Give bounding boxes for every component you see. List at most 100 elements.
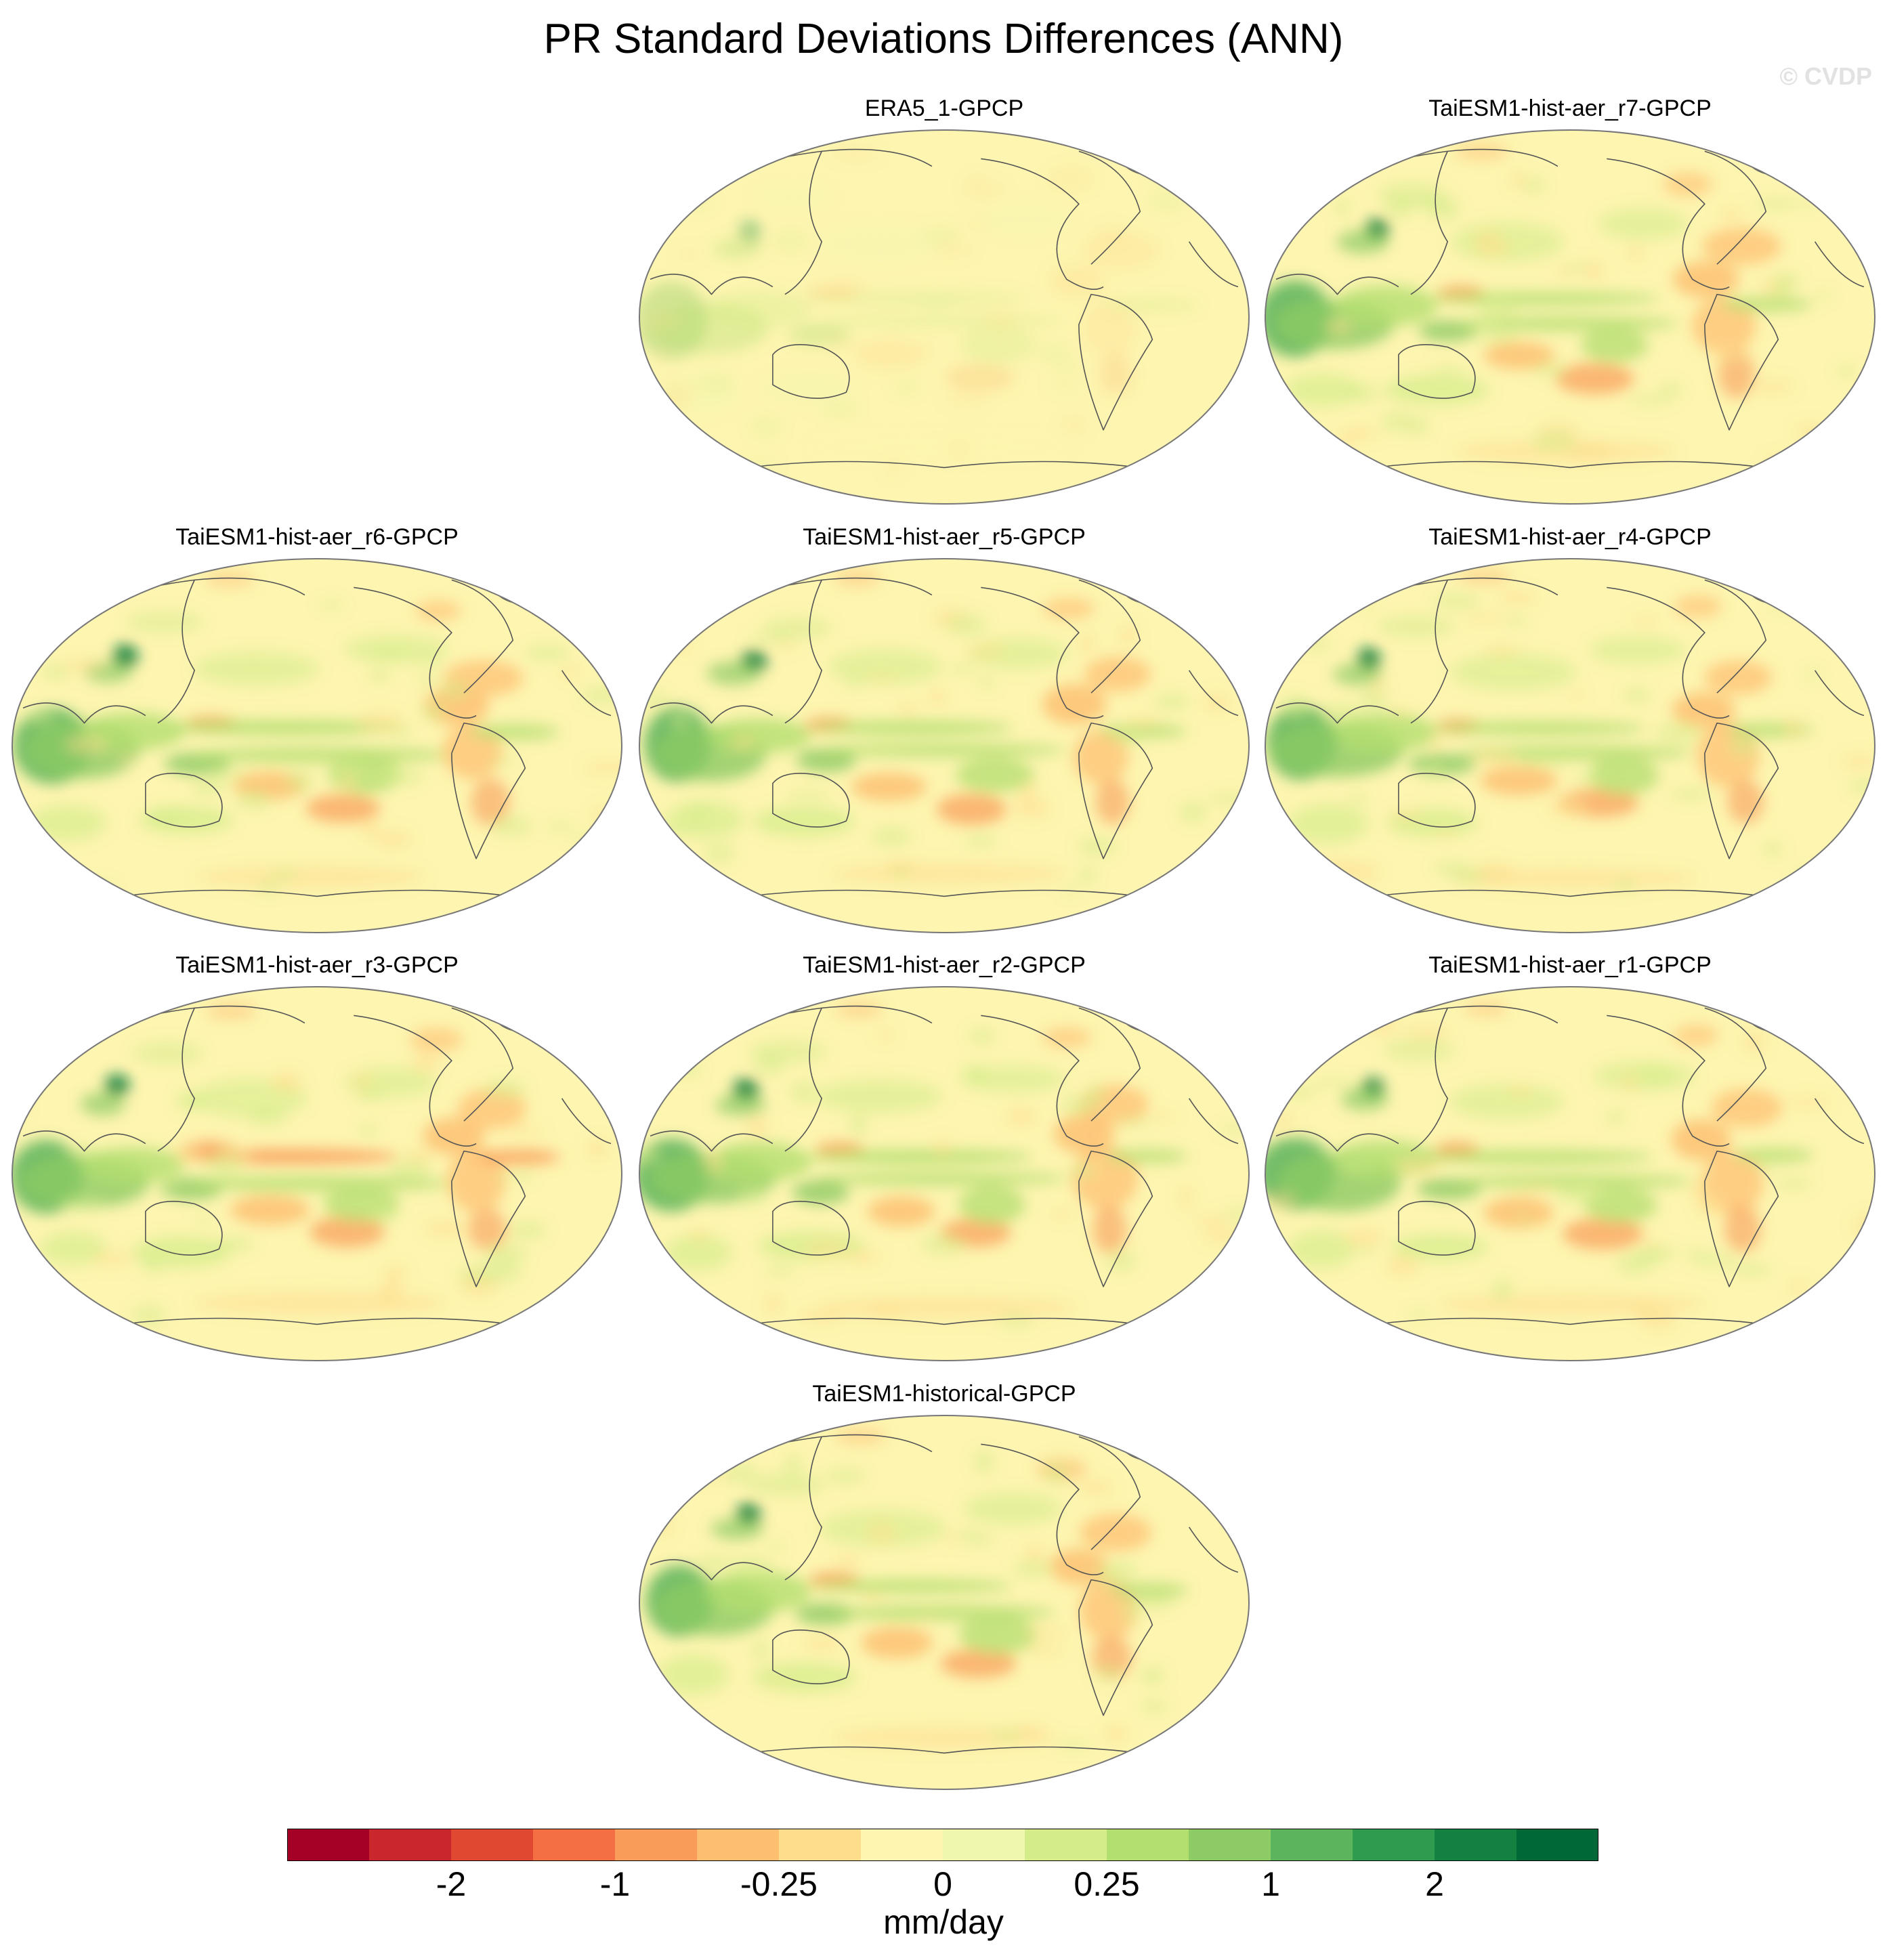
anomaly-region bbox=[1105, 1149, 1188, 1164]
anomaly-region bbox=[1335, 198, 1350, 216]
anomaly-region bbox=[357, 712, 404, 732]
coastline bbox=[1410, 580, 1448, 724]
anomaly-region bbox=[491, 815, 532, 836]
colorbar-segment bbox=[533, 1829, 616, 1861]
anomaly-region bbox=[64, 736, 110, 754]
anomaly-region bbox=[1498, 590, 1538, 605]
anomaly-region bbox=[1095, 779, 1130, 825]
anomaly-region bbox=[921, 226, 960, 244]
coastline bbox=[772, 1629, 850, 1684]
anomaly-region bbox=[898, 702, 918, 716]
anomaly-region bbox=[1340, 427, 1380, 439]
anomaly-region bbox=[804, 1239, 847, 1258]
anomaly-region bbox=[1472, 750, 1517, 766]
anomaly-region bbox=[988, 1729, 1024, 1740]
anomaly-region bbox=[1711, 1088, 1783, 1128]
coastline bbox=[650, 1130, 773, 1152]
anomaly-region bbox=[1478, 297, 1518, 318]
anomaly-region bbox=[494, 1174, 511, 1183]
anomaly-region bbox=[1196, 164, 1229, 186]
anomaly-region bbox=[964, 834, 997, 847]
anomaly-region bbox=[1583, 260, 1605, 281]
anomaly-region bbox=[662, 381, 696, 404]
anomaly-region bbox=[871, 826, 911, 847]
panel-title: ERA5_1-GPCP bbox=[864, 95, 1024, 121]
anomaly-region bbox=[651, 314, 685, 327]
anomaly-region bbox=[1480, 766, 1558, 796]
anomaly-region bbox=[610, 1298, 622, 1321]
coastline bbox=[1704, 293, 1779, 431]
anomaly-region bbox=[784, 1453, 802, 1476]
colorbar-segment bbox=[1189, 1829, 1271, 1861]
anomaly-region bbox=[194, 1216, 213, 1224]
anomaly-region bbox=[196, 865, 426, 889]
anomaly-region bbox=[1671, 1119, 1731, 1161]
map-border bbox=[639, 1415, 1250, 1790]
anomaly-region bbox=[678, 250, 698, 260]
map-border bbox=[1265, 129, 1875, 505]
coastline bbox=[1814, 670, 1865, 717]
anomaly-region bbox=[1632, 616, 1660, 626]
anomaly-region bbox=[484, 1080, 526, 1099]
map-border bbox=[639, 986, 1250, 1361]
anomaly-region bbox=[12, 1278, 43, 1286]
colorbar-segment bbox=[697, 1829, 780, 1861]
anomaly-region bbox=[80, 1147, 184, 1183]
anomaly-region bbox=[1674, 595, 1722, 618]
coastline bbox=[1398, 343, 1476, 399]
coastline bbox=[1188, 1098, 1239, 1145]
anomaly-region bbox=[708, 719, 811, 754]
anomaly-region bbox=[964, 218, 992, 228]
anomaly-region bbox=[815, 1079, 942, 1113]
anomaly-region bbox=[933, 1139, 951, 1157]
anomaly-region bbox=[723, 1464, 757, 1484]
map-panel bbox=[1265, 558, 1875, 933]
anomaly-region bbox=[1048, 264, 1105, 299]
panel-title: TaiESM1-historical-GPCP bbox=[812, 1381, 1076, 1407]
anomaly-region bbox=[658, 1654, 729, 1695]
anomaly-region bbox=[1584, 1187, 1657, 1223]
anomaly-region bbox=[639, 652, 658, 661]
anomaly-region bbox=[116, 753, 136, 763]
coastline bbox=[1704, 579, 1767, 694]
anomaly-region bbox=[963, 1064, 988, 1082]
anomaly-region bbox=[639, 692, 670, 705]
anomaly-region bbox=[112, 644, 138, 668]
anomaly-region bbox=[1394, 1157, 1441, 1176]
anomaly-region bbox=[1751, 380, 1794, 393]
anomaly-region bbox=[937, 793, 1006, 826]
anomaly-region bbox=[767, 1542, 784, 1551]
panel-title: TaiESM1-hist-aer_r2-GPCP bbox=[803, 952, 1086, 978]
anomaly-region bbox=[1842, 755, 1875, 769]
anomaly-region bbox=[469, 724, 559, 740]
anomaly-region bbox=[1483, 341, 1555, 370]
anomaly-region bbox=[1674, 1024, 1719, 1046]
anomaly-region bbox=[970, 1535, 995, 1545]
anomaly-region bbox=[805, 291, 1027, 305]
coastline bbox=[354, 587, 477, 719]
anomaly-region bbox=[1013, 1560, 1054, 1578]
coastline bbox=[981, 1443, 1104, 1575]
anomaly-region bbox=[729, 735, 757, 750]
anomaly-region bbox=[834, 1428, 886, 1445]
coastline bbox=[1275, 1130, 1399, 1152]
anomaly-region bbox=[958, 1185, 1025, 1224]
anomaly-region bbox=[163, 720, 402, 735]
anomaly-region bbox=[491, 757, 516, 765]
anomaly-region bbox=[687, 1230, 706, 1238]
anomaly-region bbox=[1427, 736, 1443, 749]
anomaly-region bbox=[383, 1265, 407, 1287]
anomaly-region bbox=[673, 635, 690, 652]
coastline bbox=[157, 1008, 195, 1152]
anomaly-region bbox=[1045, 1462, 1067, 1485]
anomaly-region bbox=[689, 1470, 726, 1480]
anomaly-region bbox=[820, 743, 1066, 758]
anomaly-region bbox=[1408, 1311, 1431, 1319]
anomaly-region bbox=[332, 761, 366, 775]
anomaly-region bbox=[1466, 316, 1504, 328]
anomaly-region bbox=[844, 1250, 880, 1264]
anomaly-region bbox=[1427, 204, 1460, 219]
coastline bbox=[1188, 670, 1239, 717]
anomaly-region bbox=[1300, 639, 1331, 650]
anomaly-region bbox=[1087, 1084, 1105, 1107]
